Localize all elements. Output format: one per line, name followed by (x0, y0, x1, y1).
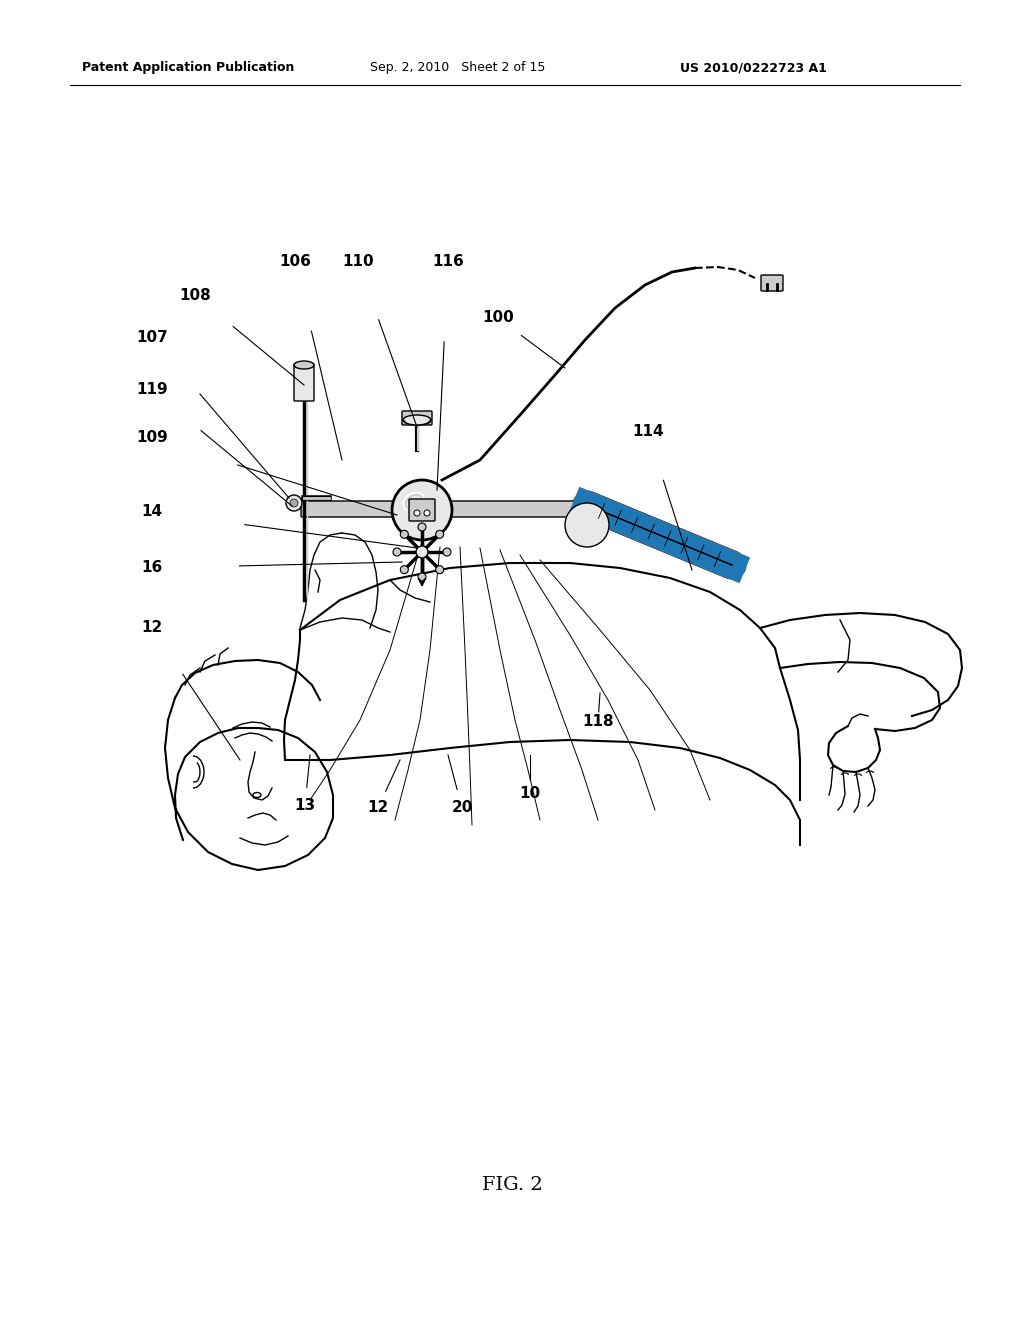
Circle shape (418, 523, 426, 531)
Circle shape (414, 510, 420, 516)
FancyBboxPatch shape (409, 499, 435, 521)
Text: Sep. 2, 2010   Sheet 2 of 15: Sep. 2, 2010 Sheet 2 of 15 (370, 62, 546, 74)
Circle shape (435, 566, 443, 574)
Circle shape (392, 480, 452, 540)
Ellipse shape (403, 414, 431, 425)
FancyBboxPatch shape (294, 364, 314, 401)
Circle shape (400, 531, 409, 539)
Text: 119: 119 (136, 383, 168, 397)
Text: 12: 12 (141, 620, 163, 635)
Text: 100: 100 (482, 310, 514, 326)
Text: 10: 10 (519, 785, 541, 800)
Circle shape (418, 573, 426, 581)
Text: 107: 107 (136, 330, 168, 346)
Text: 106: 106 (280, 255, 311, 269)
Circle shape (416, 546, 428, 558)
Text: 20: 20 (452, 800, 473, 816)
Text: Patent Application Publication: Patent Application Publication (82, 62, 294, 74)
Text: 109: 109 (136, 430, 168, 446)
Circle shape (286, 495, 302, 511)
Text: 108: 108 (179, 288, 211, 302)
Ellipse shape (294, 360, 314, 370)
Circle shape (424, 510, 430, 516)
Text: 14: 14 (141, 504, 163, 520)
Text: US 2010/0222723 A1: US 2010/0222723 A1 (680, 62, 826, 74)
Circle shape (393, 548, 401, 556)
FancyBboxPatch shape (301, 502, 398, 517)
Text: 12: 12 (368, 800, 389, 816)
Text: FIG. 2: FIG. 2 (481, 1176, 543, 1195)
Circle shape (443, 548, 451, 556)
Text: 116: 116 (432, 255, 464, 269)
Text: 114: 114 (632, 425, 664, 440)
Text: 16: 16 (141, 561, 163, 576)
Text: 118: 118 (583, 714, 613, 730)
Text: 110: 110 (342, 255, 374, 269)
FancyBboxPatch shape (761, 275, 783, 290)
Circle shape (290, 499, 298, 507)
Text: 13: 13 (295, 797, 315, 813)
FancyBboxPatch shape (446, 502, 593, 517)
FancyBboxPatch shape (402, 411, 432, 425)
Circle shape (400, 566, 409, 574)
Circle shape (565, 503, 609, 546)
Circle shape (435, 531, 443, 539)
